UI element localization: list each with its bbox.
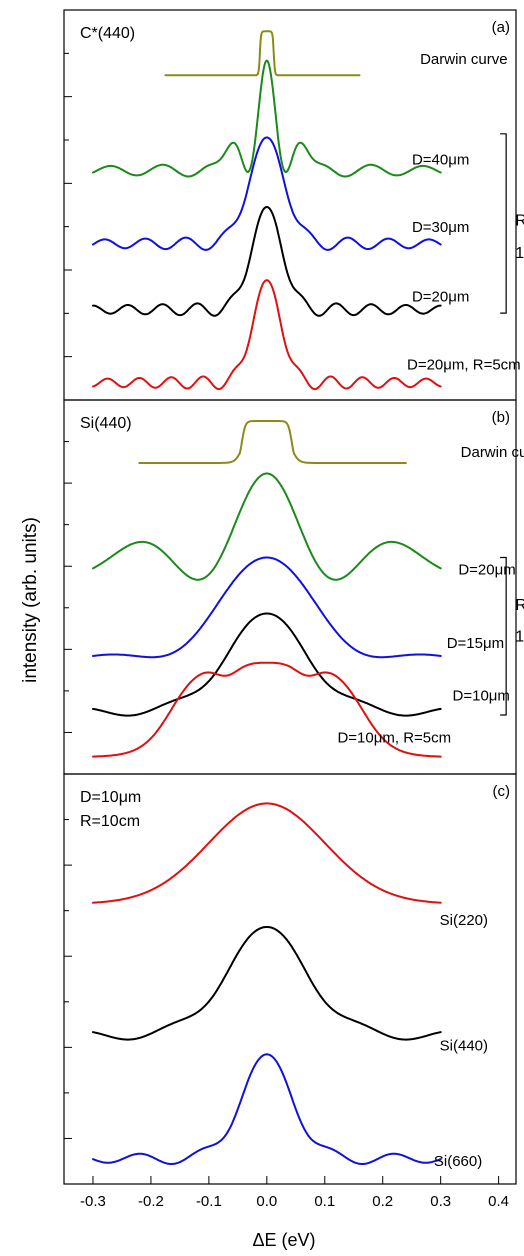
panel-label: (b) <box>492 409 510 426</box>
series-d15 <box>92 556 442 659</box>
series-darwin <box>164 30 361 77</box>
panel-title: D=10μm <box>80 789 141 806</box>
series-label-d10: D=10μm <box>453 687 510 704</box>
series-d10r5 <box>92 661 442 758</box>
bracket-label: 10cm <box>515 629 524 646</box>
series-label-si220: Si(220) <box>440 912 488 929</box>
x-axis: -0.3 -0.2 -0.1 0.0 0.1 0.2 0.3 0.4 <box>80 1176 509 1210</box>
x-tick-label: -0.2 <box>138 1193 164 1210</box>
series-d30 <box>92 136 442 251</box>
series-label-d20: D=20μm <box>412 289 469 306</box>
series-label-d15: D=15μm <box>447 635 504 652</box>
y-axis-label: intensity (arb. units) <box>20 517 41 683</box>
x-tick-label: 0.0 <box>256 1193 277 1210</box>
series-si440 <box>92 926 442 1041</box>
series-d20 <box>92 472 442 581</box>
x-tick-label: 0.3 <box>430 1193 451 1210</box>
series-label-d20r5: D=20μm, R=5cm <box>407 356 521 373</box>
panel-label: (a) <box>492 19 510 36</box>
series-d20 <box>92 206 442 317</box>
x-axis-label: ΔE (eV) <box>252 1230 315 1250</box>
x-tick-label: 0.4 <box>488 1193 509 1210</box>
series-label-d20: D=20μm <box>458 561 515 578</box>
panel-frame <box>63 399 517 775</box>
panel-title: R=10cm <box>80 813 140 830</box>
series-label-si660: Si(660) <box>434 1153 482 1170</box>
panel-1: (a) C*(440) Darwin curve D=40μm D=30μm D=20μm… <box>63 9 524 401</box>
bracket-label: 10cm <box>515 245 524 262</box>
series-si220 <box>92 802 442 904</box>
series-label-d40: D=40μm <box>412 151 469 168</box>
panel-title: Si(440) <box>80 415 132 432</box>
x-tick-label: -0.1 <box>196 1193 222 1210</box>
series-label-darwin: Darwin curve <box>461 444 524 461</box>
series-darwin <box>138 420 407 464</box>
series-label-d10r5: D=10μm, R=5cm <box>337 729 451 746</box>
x-tick-label: 0.1 <box>314 1193 335 1210</box>
bracket <box>500 133 507 314</box>
series-d10 <box>92 612 442 717</box>
panel-2: (b) Si(440) Darwin curve D=20μm D=15μm D=10μm… <box>63 399 524 775</box>
panel-title: C*(440) <box>80 25 135 42</box>
series-si660 <box>92 1053 442 1165</box>
bracket-label: R= <box>515 597 524 614</box>
series-d20r5 <box>92 279 442 391</box>
bracket <box>500 556 507 716</box>
bracket-label: R= <box>515 212 524 229</box>
x-tick-label: -0.3 <box>80 1193 106 1210</box>
panel-frame <box>63 773 517 1185</box>
x-tick-label: 0.2 <box>372 1193 393 1210</box>
series-label-darwin: Darwin curve <box>420 51 508 68</box>
panel-label: (c) <box>493 783 511 800</box>
panels: (a) C*(440) Darwin curve D=40μm D=30μm D=20μm… <box>63 9 524 1185</box>
series-label-d30: D=30μm <box>412 219 469 236</box>
series-label-si440: Si(440) <box>440 1037 488 1054</box>
series-d40 <box>92 59 442 178</box>
panel-3: (c) D=10μm R=10cm Si(220) Si(440) Si(660) <box>63 773 517 1185</box>
